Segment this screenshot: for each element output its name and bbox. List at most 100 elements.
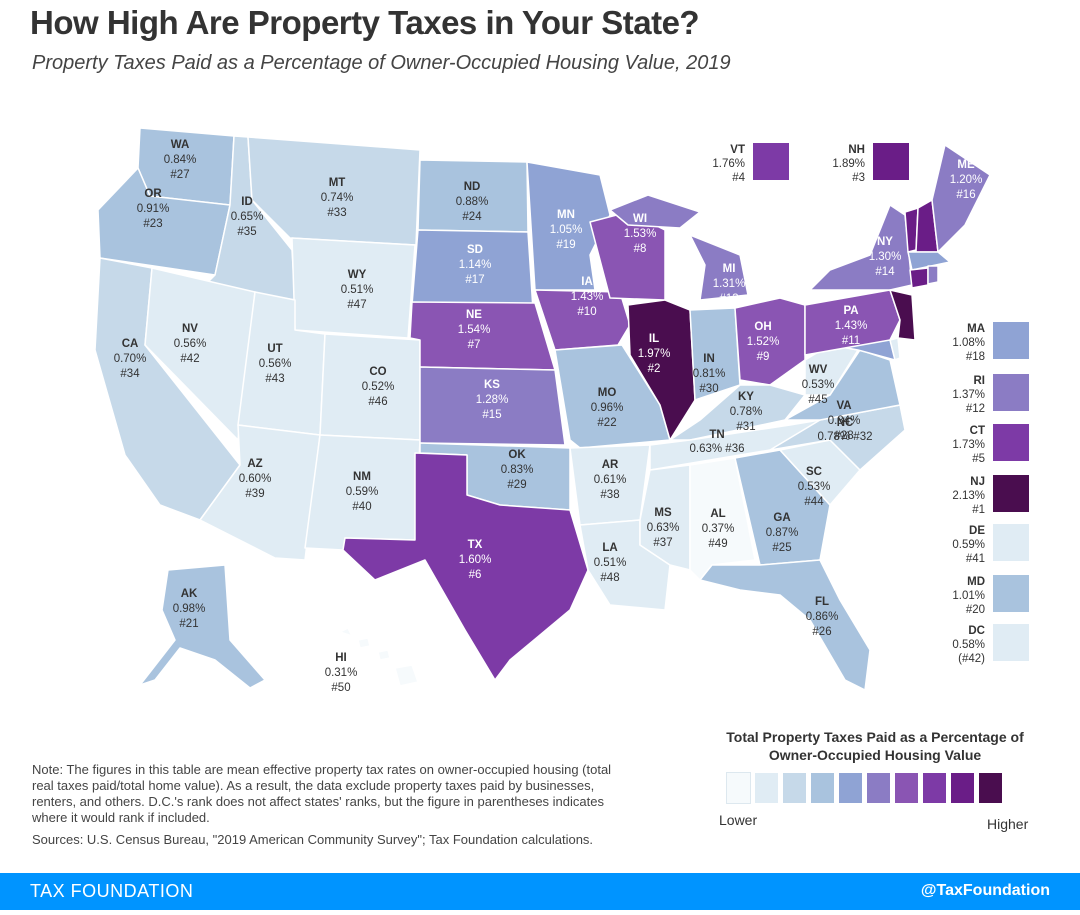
footer-bar: TAX FOUNDATION @TaxFoundation <box>0 873 1080 910</box>
callout-rank: #41 <box>965 553 985 565</box>
legend-swatch <box>867 773 890 803</box>
state-nj[interactable] <box>889 289 916 341</box>
state-label-sd-rank: #17 <box>465 274 484 286</box>
state-ga[interactable] <box>734 449 831 566</box>
callout-rate: 1.89% <box>832 158 865 170</box>
state-label-pa-abbr: PA <box>843 305 858 317</box>
state-label-il-abbr: IL <box>649 333 659 345</box>
legend-swatch <box>783 773 806 803</box>
state-label-me-rate: 1.20% <box>950 174 983 186</box>
state-label-in-rate: 0.81% <box>693 368 726 380</box>
legend-scale <box>726 772 1002 804</box>
state-label-la-rank: #48 <box>600 572 619 584</box>
state-ma[interactable] <box>907 251 951 271</box>
callout-rank: #3 <box>852 172 865 184</box>
state-ny[interactable] <box>809 204 913 291</box>
state-de[interactable] <box>889 337 901 361</box>
state-label-in-abbr: IN <box>703 353 715 365</box>
legend-swatch <box>979 773 1002 803</box>
state-label-id-rate: 0.65% <box>231 211 264 223</box>
legend-swatch <box>726 772 751 804</box>
state-label-mi-abbr: MI <box>723 263 736 275</box>
state-ct[interactable] <box>909 267 929 289</box>
state-ak[interactable] <box>139 564 266 689</box>
state-label-co-abbr: CO <box>369 366 386 378</box>
state-label-co-rank: #46 <box>368 396 387 408</box>
state-label-ms-rank: #37 <box>653 537 672 549</box>
state-label-id-abbr: ID <box>241 196 253 208</box>
state-ks[interactable] <box>419 366 566 446</box>
callout-abbr: RI <box>973 375 986 387</box>
state-il[interactable] <box>627 299 696 441</box>
state-ky[interactable] <box>669 384 806 441</box>
callout-rank: #18 <box>965 351 985 363</box>
callout-swatch <box>993 424 1029 461</box>
callout-rate: 1.01% <box>952 590 985 602</box>
state-label-pa-rate: 1.43% <box>835 320 868 332</box>
footer-handle[interactable]: @TaxFoundation <box>920 882 1050 899</box>
state-label-fl-rank: #26 <box>812 626 831 638</box>
state-label-ks-rate: 1.28% <box>476 394 509 406</box>
state-label-nd-abbr: ND <box>464 181 481 193</box>
state-label-in-rank: #30 <box>699 383 718 395</box>
state-me[interactable] <box>931 144 991 253</box>
legend-swatch <box>951 773 974 803</box>
state-label-me-rank: #16 <box>956 189 975 201</box>
callout-rank: #20 <box>965 604 985 616</box>
state-label-az-rank: #39 <box>245 488 264 500</box>
state-label-il-rank: #2 <box>648 363 661 375</box>
state-label-nv-rank: #42 <box>180 353 199 365</box>
state-label-ut-rate: 0.56% <box>259 358 292 370</box>
state-label-va-rate: 0.84% <box>828 415 861 427</box>
state-label-id-rank: #35 <box>237 226 256 238</box>
state-label-oh-abbr: OH <box>754 321 771 333</box>
state-label-la-abbr: LA <box>602 542 617 554</box>
state-label-nd-rank: #24 <box>462 211 482 223</box>
state-label-il-rate: 1.97% <box>638 348 671 360</box>
state-label-al-rate: 0.37% <box>702 523 735 535</box>
state-label-tx-abbr: TX <box>468 539 483 551</box>
state-mi[interactable] <box>609 194 749 301</box>
state-label-ia-rate: 1.43% <box>571 291 604 303</box>
state-hi[interactable] <box>339 627 419 687</box>
state-label-pa-rank: #11 <box>842 335 860 347</box>
state-pa[interactable] <box>804 289 901 356</box>
state-label-mn-rank: #19 <box>556 239 575 251</box>
callout-rate: 1.08% <box>952 337 985 349</box>
state-label-tx-rate: 1.60% <box>459 554 492 566</box>
callout-rank: #1 <box>972 504 985 516</box>
state-label-nv-abbr: NV <box>182 323 198 335</box>
callout-rate: 2.13% <box>952 490 985 502</box>
state-label-fl-rate: 0.86% <box>806 611 839 623</box>
state-tx[interactable] <box>342 452 589 681</box>
state-label-al-rank: #49 <box>708 538 727 550</box>
state-label-ca-rank: #34 <box>120 368 140 380</box>
legend-swatch <box>895 773 918 803</box>
state-fl[interactable] <box>699 559 871 691</box>
state-label-or-rate: 0.91% <box>137 203 170 215</box>
state-label-ny-rank: #14 <box>875 266 895 278</box>
state-label-ky-rank: #31 <box>736 421 755 433</box>
state-label-wy-rank: #47 <box>347 299 366 311</box>
callout-rate: 1.73% <box>952 439 985 451</box>
callout-swatch <box>993 322 1029 359</box>
state-label-mt-rate: 0.74% <box>321 192 354 204</box>
callout-swatch <box>753 143 789 180</box>
callout-swatch <box>873 143 909 180</box>
state-label-az-abbr: AZ <box>247 458 262 470</box>
state-label-sd-abbr: SD <box>467 244 483 256</box>
state-label-sc-rate: 0.53% <box>798 481 831 493</box>
state-ne[interactable] <box>409 301 556 371</box>
state-ri[interactable] <box>927 265 939 285</box>
callout-rank: #12 <box>965 403 985 415</box>
state-label-ne-abbr: NE <box>466 309 482 321</box>
state-label-ms-abbr: MS <box>654 507 672 519</box>
state-label-wv-rate: 0.53% <box>802 379 835 391</box>
state-label-sc-rank: #44 <box>804 496 824 508</box>
state-label-ga-abbr: GA <box>773 512 790 524</box>
state-label-ga-rank: #25 <box>772 542 791 554</box>
state-ia[interactable] <box>534 289 631 351</box>
legend-swatch <box>923 773 946 803</box>
legend-high-label: Higher <box>987 816 1029 832</box>
state-label-ca-rate: 0.70% <box>114 353 147 365</box>
